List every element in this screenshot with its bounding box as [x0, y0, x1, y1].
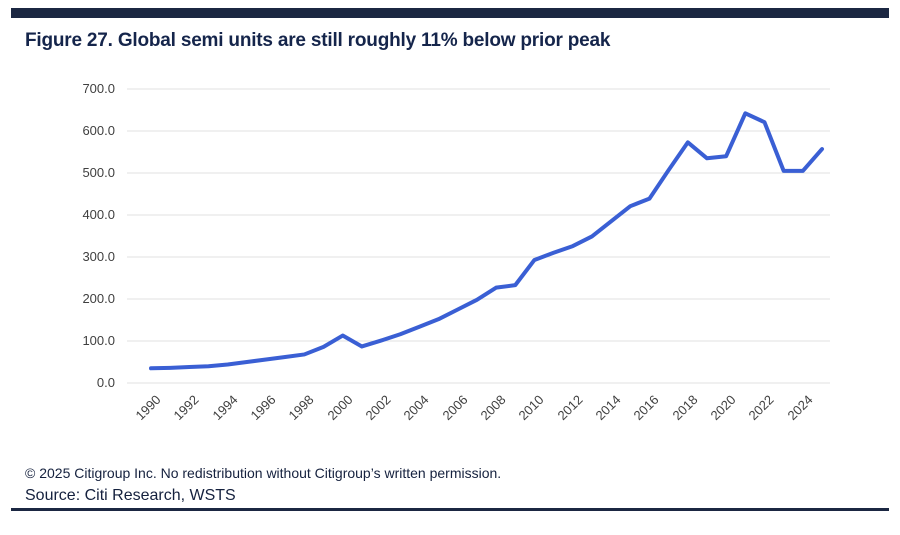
- bottom-accent-bar: [11, 508, 889, 511]
- top-accent-bar: [11, 8, 889, 18]
- y-tick-label: 100.0: [82, 333, 115, 348]
- y-tick-label: 700.0: [82, 81, 115, 96]
- y-tick-label: 400.0: [82, 207, 115, 222]
- figure-title: Figure 27. Global semi units are still r…: [25, 30, 611, 51]
- y-tick-label: 600.0: [82, 123, 115, 138]
- gridlines: [127, 88, 830, 384]
- y-tick-label: 200.0: [82, 291, 115, 306]
- y-tick-label: 500.0: [82, 165, 115, 180]
- y-tick-label: 0.0: [96, 375, 115, 390]
- source-text: Source: Citi Research, WSTS: [25, 487, 236, 504]
- copyright-text: © 2025 Citigroup Inc. No redistribution …: [25, 465, 502, 481]
- y-tick-label: 300.0: [82, 249, 115, 264]
- series-line: [149, 111, 824, 371]
